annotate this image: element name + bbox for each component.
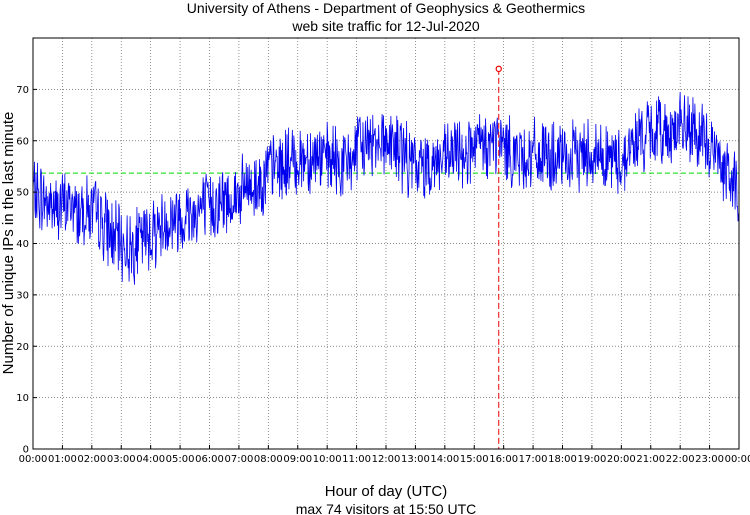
x-tick-label: 14:00 xyxy=(430,454,459,465)
x-tick-label: 20:00 xyxy=(607,454,636,465)
x-tick-labels: 00:00 01:00 02:00 03:00 04:00 05:00 06:00 07:00… xyxy=(19,445,750,465)
x-axis-label: Hour of day (UTC) xyxy=(325,483,448,500)
y-tick-label: 10 xyxy=(16,393,29,404)
x-tick-label: 12:00 xyxy=(372,454,401,465)
x-tick-label: 11:00 xyxy=(342,454,371,465)
y-tick-label: 0 xyxy=(23,445,29,456)
x-tick-label: 22:00 xyxy=(666,454,695,465)
y-tick-label: 70 xyxy=(16,85,29,96)
x-tick-label: 07:00 xyxy=(225,454,254,465)
x-tick-label: 15:00 xyxy=(460,454,489,465)
x-tick-label: 19:00 xyxy=(578,454,607,465)
x-tick-label: 23:00 xyxy=(695,454,724,465)
traffic-series-line xyxy=(32,91,740,285)
x-tick-label: 06:00 xyxy=(195,454,224,465)
chart-title: University of Athens - Department of Geo… xyxy=(187,0,585,16)
x-tick-label: 08:00 xyxy=(254,454,283,465)
x-tick-label: 10:00 xyxy=(313,454,342,465)
x-tick-label: 01:00 xyxy=(48,454,77,465)
chart-subtitle: web site traffic for 12-Jul-2020 xyxy=(291,18,479,34)
x-tick-label: 04:00 xyxy=(136,454,165,465)
y-tick-label: 30 xyxy=(16,290,29,301)
max-marker-point xyxy=(495,65,502,73)
x-tick-label: 02:00 xyxy=(77,454,106,465)
x-tick-label: 21:00 xyxy=(636,454,665,465)
x-tick-label: 17:00 xyxy=(519,454,548,465)
y-tick-labels: 0 10 20 30 40 50 60 70 xyxy=(16,85,37,456)
x-tick-label: 13:00 xyxy=(401,454,430,465)
grid-lines xyxy=(33,38,739,449)
x-tick-label: 00:00 xyxy=(19,454,48,465)
x-tick-label: 03:00 xyxy=(107,454,136,465)
max-summary-text: max 74 visitors at 15:50 UTC xyxy=(296,501,477,515)
y-tick-label: 40 xyxy=(16,239,29,250)
traffic-series-group xyxy=(32,91,740,285)
x-tick-label: 05:00 xyxy=(166,454,195,465)
x-tick-label: 16:00 xyxy=(489,454,518,465)
y-tick-label: 20 xyxy=(16,342,29,353)
y-tick-label: 50 xyxy=(16,188,29,199)
x-tick-label: 09:00 xyxy=(283,454,312,465)
max-marker-group xyxy=(495,65,502,449)
x-tick-label: 00:00 xyxy=(725,454,750,465)
y-axis-label: Number of unique IPs in the last minute xyxy=(0,112,17,375)
x-tick-label: 18:00 xyxy=(548,454,577,465)
y-tick-label: 60 xyxy=(16,136,29,147)
